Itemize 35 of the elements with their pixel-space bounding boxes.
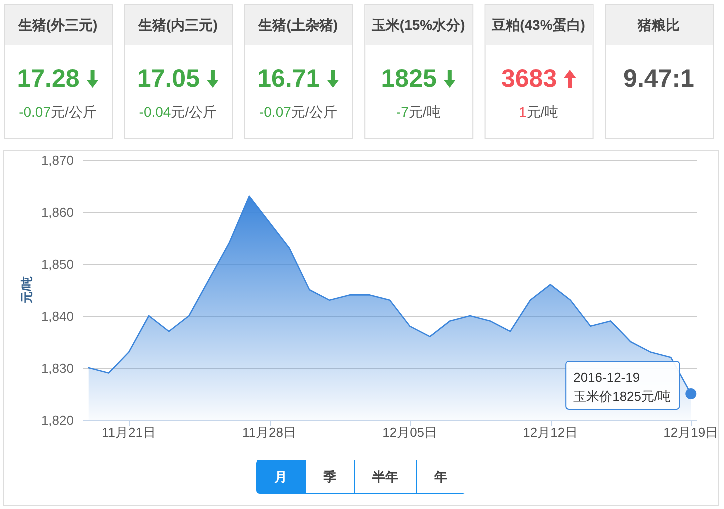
card-value: 3683 (501, 65, 558, 93)
card-change: -0.07元/公斤 (19, 104, 97, 120)
card-title: 生猪(内三元) (138, 17, 218, 33)
card-change: -0.04元/公斤 (139, 104, 218, 120)
card-title: 猪粮比 (638, 17, 680, 33)
tooltip-text: 玉米价1825元/吨 (574, 389, 672, 404)
card-change: 1元/吨 (518, 104, 559, 120)
card-value: 9.47:1 (624, 65, 694, 93)
card-change: -0.07元/公斤 (260, 104, 338, 120)
card-change: -7元/吨 (396, 104, 441, 120)
x-tick-label: 12月05日 (382, 425, 438, 440)
y-tick-label: 1,850 (41, 257, 74, 272)
x-tick-label: 11月28日 (242, 425, 297, 440)
y-axis-title: 元/吨 (20, 276, 34, 304)
card-value: 1825 (381, 65, 437, 93)
tooltip-text: 2016-12-19 (574, 370, 640, 385)
card-title: 玉米(15%水分) (372, 17, 466, 33)
y-tick-label: 1,860 (41, 205, 74, 220)
card-title: 生猪(土杂猪) (258, 17, 338, 33)
card-title: 豆粕(43%蛋白) (492, 17, 586, 33)
x-tick-label: 11月21日 (102, 425, 156, 440)
button-label: 半年 (372, 470, 398, 484)
y-tick-label: 1,870 (41, 153, 74, 168)
x-tick-label: 12月12日 (523, 425, 578, 440)
card-value: 17.05 (137, 65, 200, 93)
y-tick-label: 1,840 (41, 309, 74, 324)
card-value: 17.28 (17, 65, 80, 93)
button-label: 月 (274, 470, 288, 484)
y-tick-label: 1,820 (41, 413, 74, 428)
x-tick-label: 12月19日 (664, 425, 719, 440)
button-label: 季 (324, 470, 336, 484)
card-title: 生猪(外三元) (18, 17, 98, 33)
y-tick-label: 1,830 (41, 361, 74, 376)
card-value: 16.71 (258, 65, 320, 93)
button-label: 年 (434, 470, 448, 484)
